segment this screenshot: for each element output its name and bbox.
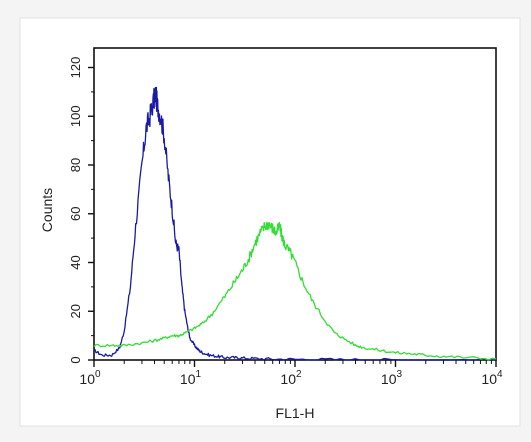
x-tick-base: 10 (280, 371, 296, 387)
x-tick-exponent: 3 (397, 369, 403, 380)
x-tick-base: 10 (481, 371, 497, 387)
y-tick-label: 100 (68, 105, 83, 127)
y-tick-label: 20 (68, 304, 83, 318)
y-tick-label: 40 (68, 255, 83, 269)
y-tick-label: 60 (68, 207, 83, 221)
x-axis-label: FL1-H (276, 405, 315, 421)
y-tick-label: 0 (68, 356, 83, 363)
x-tick-exponent: 4 (497, 369, 503, 380)
y-tick-label: 120 (68, 57, 83, 79)
x-tick-exponent: 2 (296, 369, 302, 380)
x-tick-base: 10 (180, 371, 196, 387)
x-tick-exponent: 0 (95, 369, 101, 380)
x-tick-base: 10 (381, 371, 397, 387)
y-axis-label: Counts (39, 188, 55, 232)
x-tick-exponent: 1 (196, 369, 202, 380)
y-tick-label: 80 (68, 158, 83, 172)
x-tick-base: 10 (79, 371, 95, 387)
